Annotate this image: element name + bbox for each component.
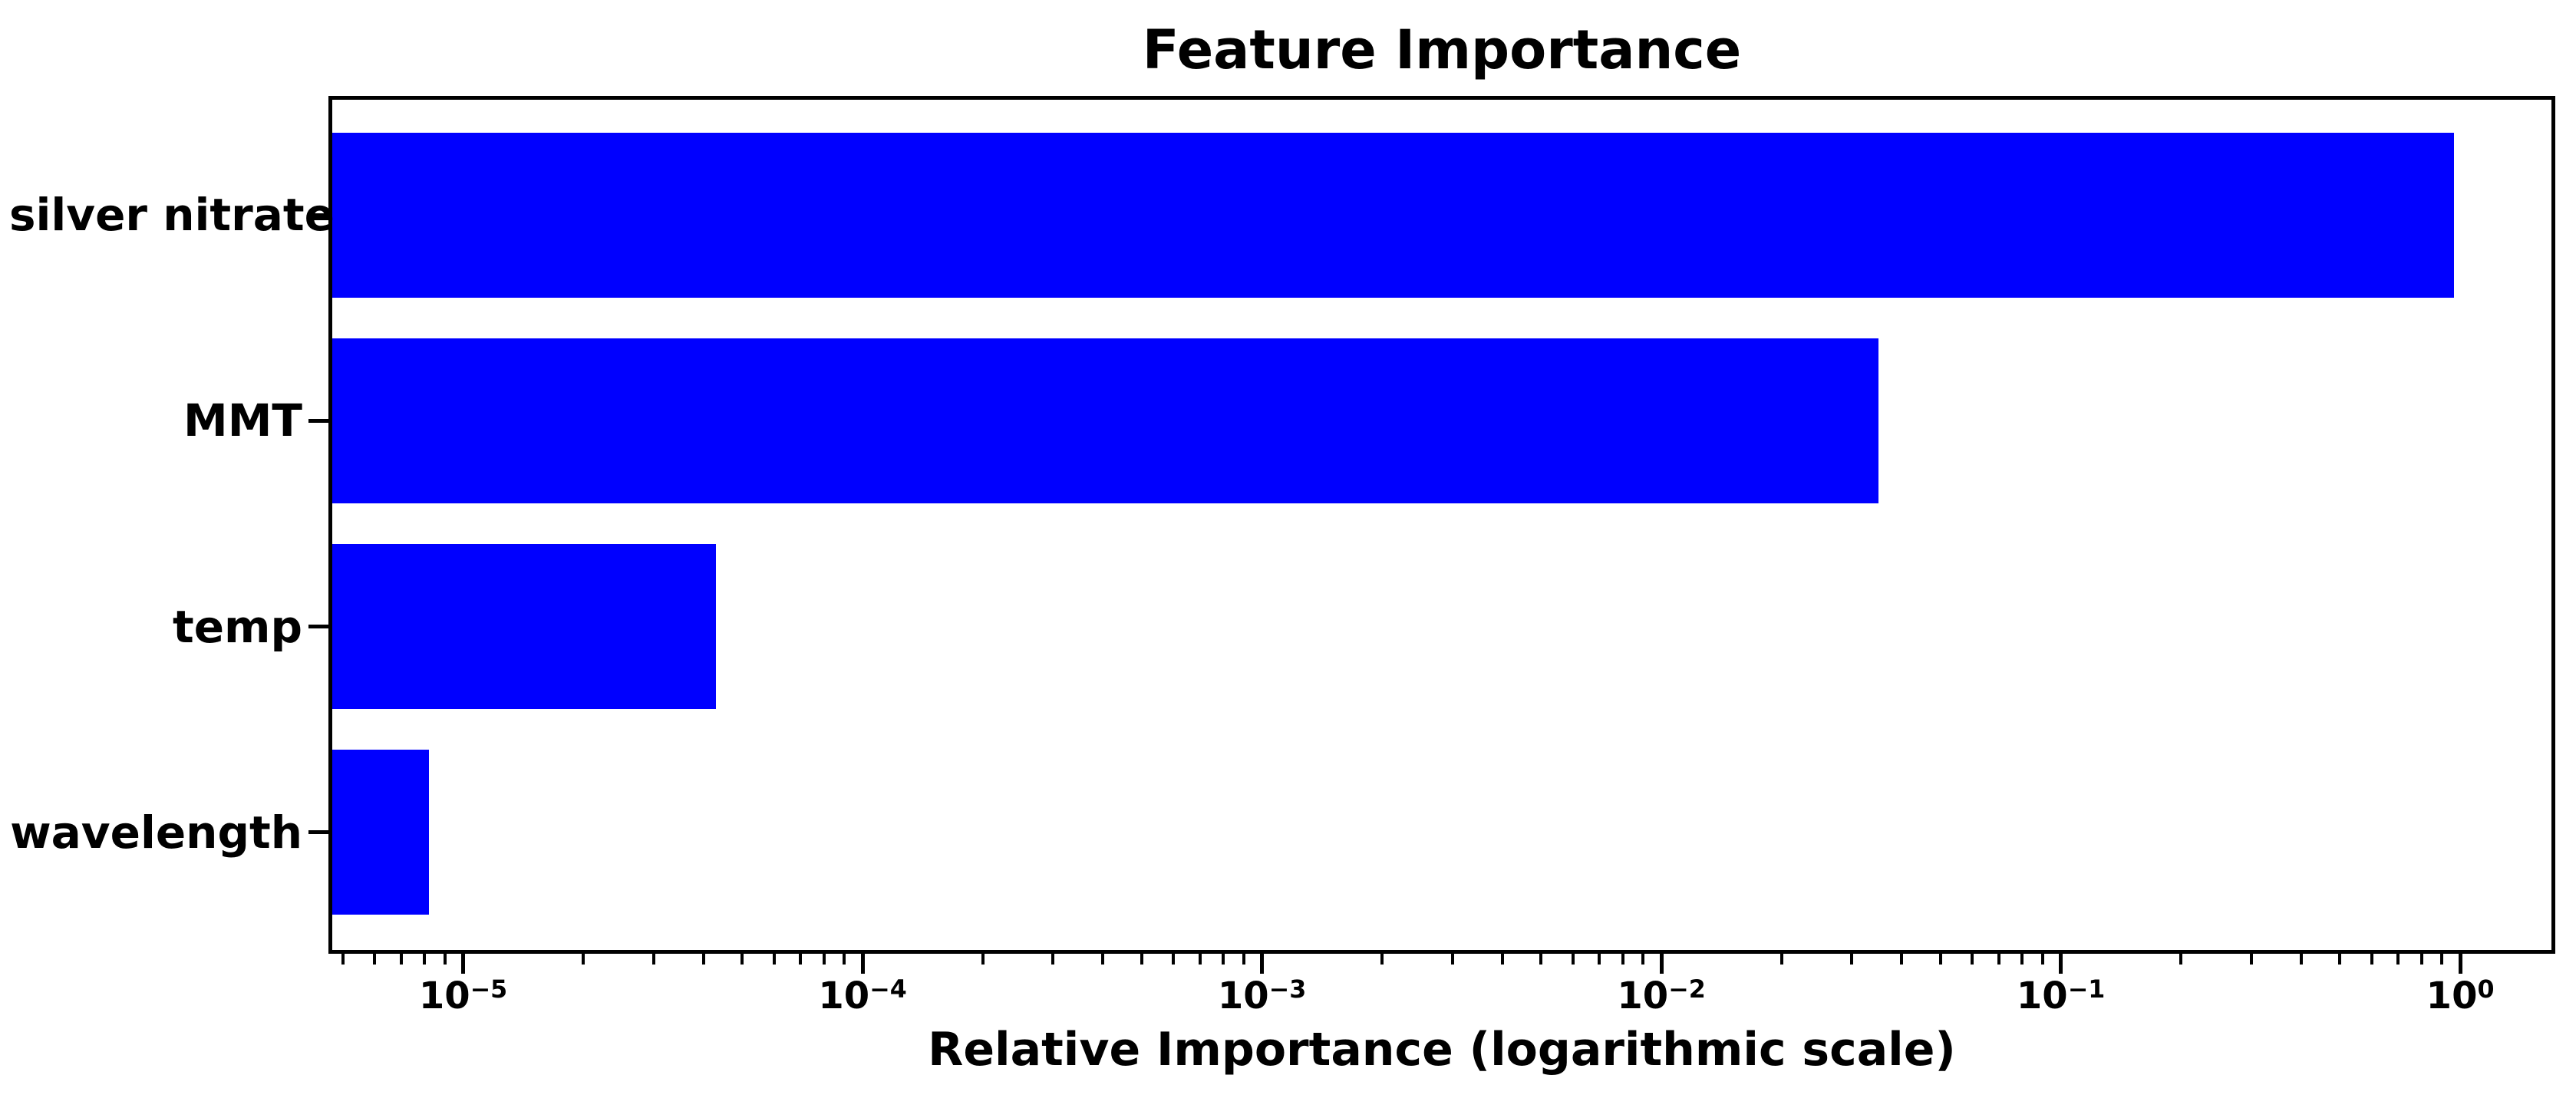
- x-axis-minor-tick: [1051, 954, 1055, 965]
- x-tick-label: 100: [2426, 974, 2495, 1017]
- bar-wavelength: [332, 750, 429, 915]
- x-axis-minor-tick: [1571, 954, 1575, 965]
- y-axis-tick: [308, 418, 328, 423]
- x-axis-minor-tick: [1222, 954, 1225, 965]
- y-axis-tick: [308, 830, 328, 835]
- x-axis-minor-tick: [2299, 954, 2303, 965]
- x-axis-minor-tick: [1971, 954, 1974, 965]
- x-axis-minor-tick: [981, 954, 985, 965]
- x-axis-minor-tick: [799, 954, 803, 965]
- bar-silver-nitrate: [332, 132, 2455, 298]
- x-axis-minor-tick: [582, 954, 585, 965]
- x-axis-major-tick: [860, 954, 865, 974]
- x-axis-minor-tick: [1380, 954, 1384, 965]
- x-axis-minor-tick: [2040, 954, 2044, 965]
- x-axis-major-tick: [1260, 954, 1265, 974]
- x-axis-minor-tick: [822, 954, 826, 965]
- x-axis-minor-tick: [423, 954, 427, 965]
- x-axis-minor-tick: [2440, 954, 2444, 965]
- x-axis-minor-tick: [373, 954, 377, 965]
- x-axis-minor-tick: [1938, 954, 1942, 965]
- x-axis-minor-tick: [1598, 954, 1601, 965]
- x-tick-label: 10−5: [418, 974, 508, 1017]
- x-axis-minor-tick: [2419, 954, 2423, 965]
- y-axis-tick: [308, 213, 328, 217]
- x-axis-minor-tick: [2396, 954, 2400, 965]
- x-axis-minor-tick: [2179, 954, 2183, 965]
- x-axis-minor-tick: [1172, 954, 1176, 965]
- x-axis-major-tick: [2059, 954, 2063, 974]
- x-axis-minor-tick: [1140, 954, 1143, 965]
- x-axis-minor-tick: [2370, 954, 2373, 965]
- x-axis-minor-tick: [341, 954, 345, 965]
- x-axis-minor-tick: [651, 954, 655, 965]
- y-tick-label-wavelength: wavelength: [10, 806, 302, 859]
- bar-mmt: [332, 338, 1878, 503]
- x-axis-minor-tick: [1450, 954, 1454, 965]
- chart-title: Feature Importance: [1142, 18, 1742, 81]
- x-axis-minor-tick: [843, 954, 846, 965]
- y-axis-tick: [308, 625, 328, 629]
- x-axis-minor-tick: [1242, 954, 1245, 965]
- y-tick-label-mmt: MMT: [183, 394, 302, 447]
- x-axis-minor-tick: [701, 954, 705, 965]
- plot-area: [328, 96, 2555, 954]
- x-axis-minor-tick: [2249, 954, 2253, 965]
- x-axis-major-tick: [2458, 954, 2462, 974]
- x-axis-minor-tick: [1900, 954, 1904, 965]
- x-tick-label: 10−3: [1217, 974, 1307, 1017]
- x-tick-label: 10−1: [2016, 974, 2106, 1017]
- y-tick-label-temp: temp: [172, 600, 302, 653]
- x-axis-label: Relative Importance (logarithmic scale): [928, 1023, 1956, 1077]
- x-axis-major-tick: [461, 954, 466, 974]
- x-axis-major-tick: [1659, 954, 1664, 974]
- x-axis-minor-tick: [1850, 954, 1854, 965]
- x-axis-minor-tick: [1539, 954, 1543, 965]
- x-axis-minor-tick: [1641, 954, 1645, 965]
- x-axis-minor-tick: [399, 954, 403, 965]
- x-axis-minor-tick: [443, 954, 447, 965]
- x-axis-minor-tick: [772, 954, 776, 965]
- x-axis-minor-tick: [2338, 954, 2342, 965]
- x-axis-minor-tick: [1779, 954, 1783, 965]
- x-axis-minor-tick: [1101, 954, 1105, 965]
- x-axis-minor-tick: [1621, 954, 1624, 965]
- x-axis-minor-tick: [2020, 954, 2024, 965]
- x-axis-minor-tick: [1198, 954, 1202, 965]
- bar-temp: [332, 544, 717, 710]
- x-axis-minor-tick: [740, 954, 744, 965]
- x-axis-minor-tick: [1997, 954, 2000, 965]
- x-tick-label: 10−2: [1617, 974, 1706, 1017]
- x-tick-label: 10−4: [818, 974, 907, 1017]
- x-axis-minor-tick: [1500, 954, 1504, 965]
- y-tick-label-silver-nitrate: silver nitrate: [9, 189, 335, 241]
